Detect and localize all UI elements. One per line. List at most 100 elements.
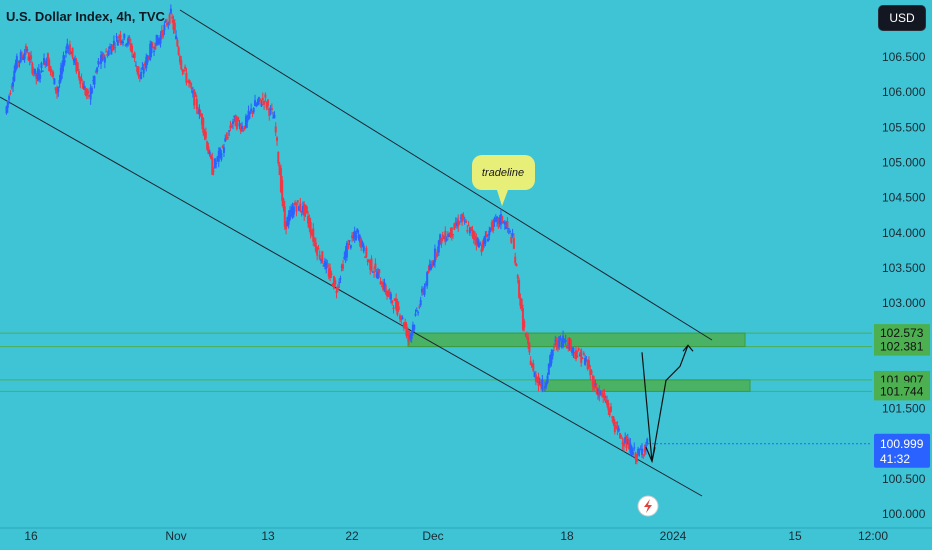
candle-body — [41, 70, 44, 72]
candle-body — [320, 259, 323, 261]
candle-body — [492, 220, 495, 231]
candle-body — [325, 262, 328, 270]
candle-body — [65, 50, 68, 54]
channel-upper-line[interactable] — [179, 9, 713, 341]
candle-body — [313, 239, 316, 242]
candle-body — [455, 222, 458, 226]
support-zone[interactable] — [542, 379, 751, 392]
candle-body — [314, 242, 317, 252]
candle-body — [200, 113, 203, 125]
last-price-label-bg — [874, 433, 930, 468]
candle-body — [14, 63, 17, 72]
candle-body — [13, 70, 16, 82]
candle-body — [145, 56, 148, 69]
candle-body — [464, 220, 467, 223]
candle-body — [327, 268, 330, 277]
candle-body — [6, 100, 9, 108]
candle-body — [37, 69, 40, 81]
candle-body — [259, 98, 262, 101]
candle-body — [57, 86, 60, 92]
candle-body — [453, 223, 456, 230]
candle-body — [71, 47, 74, 57]
candle-body — [449, 231, 452, 237]
candle-body — [424, 284, 427, 286]
candle-body — [631, 451, 634, 455]
candle-body — [349, 245, 352, 249]
candle-body — [562, 335, 565, 347]
candle-body — [116, 40, 119, 46]
candle-body — [549, 355, 552, 367]
candle-body — [419, 300, 422, 306]
candle-body — [532, 363, 535, 371]
candle-body — [408, 330, 411, 340]
candle-body — [616, 425, 619, 431]
candle-body — [123, 33, 126, 39]
candle-body — [230, 125, 233, 127]
candle-body — [383, 282, 386, 290]
candle-body — [360, 238, 363, 248]
candle-body — [292, 206, 295, 215]
forecast-path[interactable] — [641, 345, 689, 462]
candle-body — [62, 55, 65, 67]
candle-body — [490, 222, 493, 230]
candle-body — [376, 271, 379, 279]
candle-body — [194, 93, 197, 97]
candle-body — [634, 452, 637, 460]
candle-body — [300, 210, 303, 213]
candle-body — [512, 237, 515, 249]
candle-body — [335, 291, 338, 294]
candle-body — [542, 389, 545, 391]
candle-body — [66, 43, 69, 50]
candle-body — [382, 281, 385, 290]
candle-body — [578, 354, 581, 357]
candle-body — [93, 76, 96, 85]
candle-body — [301, 206, 304, 212]
candle-body — [243, 125, 246, 130]
candle-body — [97, 60, 100, 65]
candle-body — [553, 346, 556, 348]
candle-body — [111, 44, 114, 50]
candle-body — [88, 95, 91, 97]
candle-body — [519, 297, 522, 306]
candle-body — [439, 234, 442, 242]
candle-body — [58, 79, 61, 84]
candle-body — [338, 282, 341, 284]
candle-body — [427, 270, 430, 273]
candle-body — [90, 87, 93, 94]
candle-body — [343, 256, 346, 259]
candle-body — [15, 56, 18, 69]
candle-body — [143, 62, 146, 66]
candle-body — [46, 53, 49, 66]
candle-body — [281, 180, 284, 202]
candle-body — [269, 108, 272, 111]
currency-button[interactable]: USD — [878, 5, 926, 31]
candle-body — [448, 233, 451, 237]
candle-body — [256, 101, 259, 105]
support-zone[interactable] — [407, 332, 746, 348]
channel-lower-line[interactable] — [0, 96, 703, 497]
candle-body — [39, 74, 42, 79]
candle-body — [375, 273, 378, 278]
candle-body — [221, 146, 224, 148]
candle-body — [23, 52, 26, 60]
candle-body — [177, 47, 180, 55]
tradeline-bubble[interactable] — [472, 155, 535, 190]
candle-body — [457, 219, 460, 227]
candle-body — [323, 260, 326, 267]
candle-body — [364, 256, 367, 258]
candle-body — [153, 50, 156, 52]
candle-body — [309, 221, 312, 235]
candle-body — [400, 316, 403, 321]
candle-body — [357, 234, 360, 239]
candle-body — [497, 217, 500, 225]
candle-body — [358, 235, 361, 243]
candle-body — [52, 71, 55, 78]
candle-body — [420, 288, 423, 293]
candle-body — [470, 226, 473, 230]
candle-body — [418, 306, 421, 308]
y-tick-label: 104.500 — [882, 191, 926, 205]
candle-body — [49, 66, 52, 72]
candle-body — [595, 387, 598, 394]
candle-body — [516, 275, 519, 279]
